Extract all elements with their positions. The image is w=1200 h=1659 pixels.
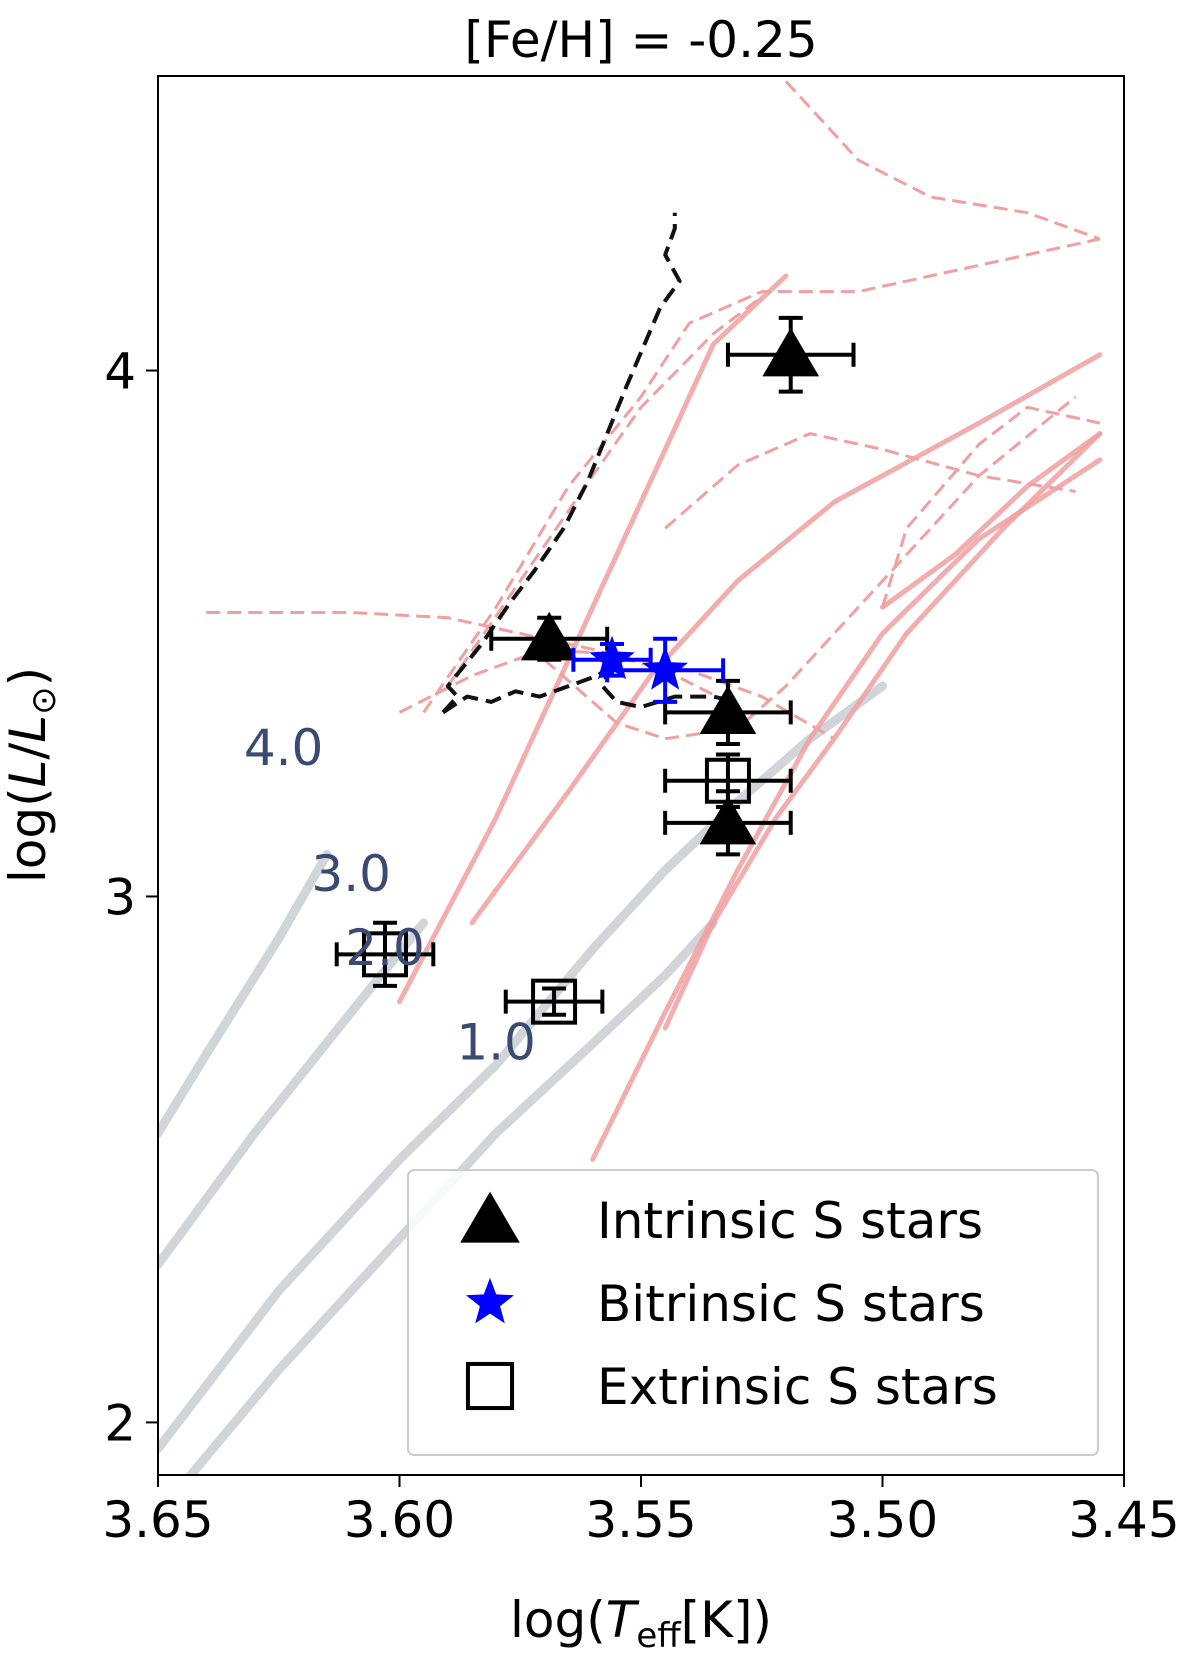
intrinsic-marker [762,327,820,377]
grey-track [158,849,332,1138]
mass-label: 3.0 [311,845,391,903]
grey-track [158,681,887,1454]
intrinsic-marker [699,685,757,734]
intrinsic-marker [460,1191,520,1243]
error-bar [334,920,436,988]
y-tick-label: 4 [104,343,136,401]
pink-track [880,431,1103,610]
pink-track [590,457,1103,1162]
pink-dashed-track [784,80,1101,241]
pink-dashed-track [664,432,1076,530]
x-axis-label: log(Teff[K]) [510,1591,772,1656]
error-bar [503,986,605,1017]
x-tick-label: 3.55 [585,1491,696,1549]
grey-track [185,918,718,1475]
mass-label: 1.0 [456,1014,536,1072]
pink-dashed-track [543,395,1077,741]
y-tick-label: 3 [104,868,136,926]
extrinsic-marker [704,757,751,804]
x-tick-label: 3.45 [1068,1491,1179,1549]
pink-track [469,352,1103,926]
data-points [334,315,856,1025]
black-dashed-track [441,212,682,714]
pink-track [397,273,789,1005]
x-tick-label: 3.50 [827,1491,938,1549]
grey-track [158,918,429,1270]
legend-label: Bitrinsic S stars [597,1275,985,1333]
chart-title: [Fe/H] = -0.25 [464,11,817,69]
x-tick-label: 3.60 [344,1491,455,1549]
black-dashed-track [441,663,614,715]
pink-dashed-track [881,405,1101,608]
y-axis-label: log(L/L⊙) [0,667,64,883]
bitrinsic-marker [642,646,688,690]
error-bar [663,752,793,810]
extrinsic-marker [362,931,409,978]
extrinsic-marker [531,978,578,1025]
bitrinsic-marker [589,635,635,680]
mass-label: 2.0 [345,919,425,977]
x-axis: 3.65 3.60 3.55 3.50 3.45 [102,1475,1180,1549]
bitrinsic-marker [466,1277,514,1324]
y-tick-label: 2 [104,1394,136,1452]
extrinsic-marker [465,1361,515,1411]
legend-box [407,1169,1099,1456]
intrinsic-marker [520,611,578,661]
pink-dashed-track [446,295,763,687]
pink-dashed-track [398,647,835,740]
mass-label: 4.0 [244,719,324,777]
y-axis: 2 3 4 [104,343,158,1452]
mass-labels: 4.0 3.0 2.0 1.0 [244,719,536,1072]
legend: Intrinsic S stars Bitrinsic S stars Extrin… [407,1169,1099,1456]
legend-label: Extrinsic S stars [597,1358,998,1416]
pink-dashed-track [206,611,739,709]
legend-label: Intrinsic S stars [597,1192,983,1250]
intrinsic-marker [699,795,757,845]
pink-dashed-track [422,237,1101,714]
evolutionary-tracks [158,80,1103,1475]
x-tick-label: 3.65 [102,1491,213,1549]
